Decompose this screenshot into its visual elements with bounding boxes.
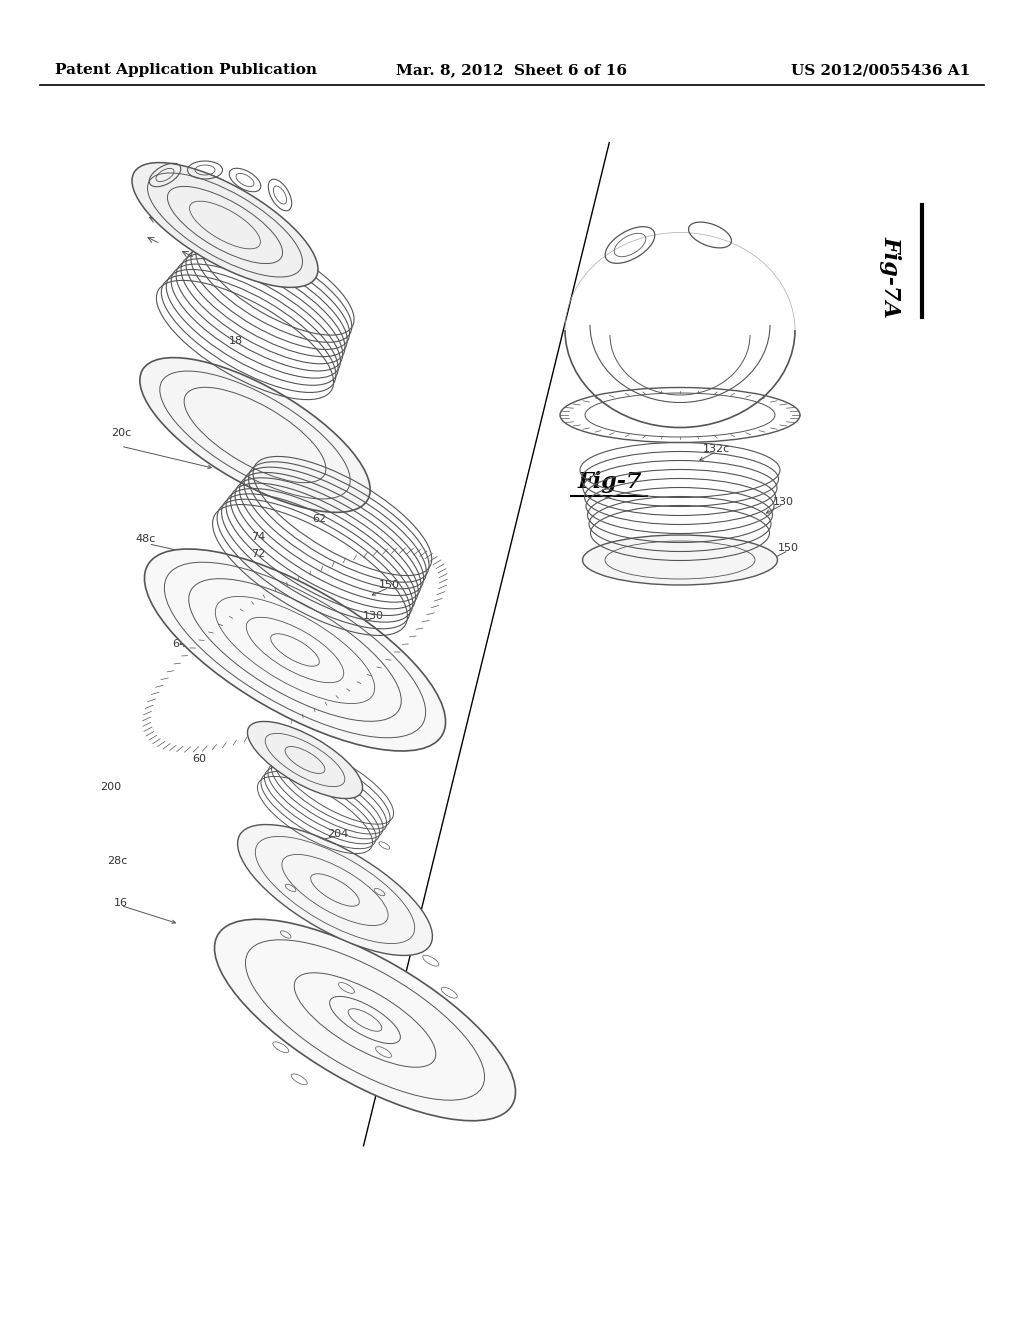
Text: 200: 200 — [100, 781, 121, 792]
Text: 20c: 20c — [111, 428, 131, 438]
Ellipse shape — [214, 919, 515, 1121]
Text: 62: 62 — [312, 513, 327, 524]
Text: 18: 18 — [228, 335, 243, 346]
Text: 28c: 28c — [108, 855, 128, 866]
Text: 130: 130 — [364, 611, 384, 622]
Text: 64: 64 — [172, 639, 186, 649]
Text: 130: 130 — [773, 496, 794, 507]
Text: 80c: 80c — [264, 948, 285, 958]
Text: 132c: 132c — [310, 648, 337, 659]
Text: Mar. 8, 2012  Sheet 6 of 16: Mar. 8, 2012 Sheet 6 of 16 — [396, 63, 628, 77]
Text: Fig-7: Fig-7 — [578, 471, 641, 492]
Text: 132c: 132c — [703, 444, 730, 454]
Text: 68c: 68c — [251, 568, 271, 578]
Ellipse shape — [144, 549, 445, 751]
Text: 48c: 48c — [135, 533, 156, 544]
Text: Fig-7A: Fig-7A — [880, 236, 902, 318]
Ellipse shape — [583, 535, 777, 585]
Text: 204: 204 — [328, 829, 348, 840]
Text: 74: 74 — [251, 532, 265, 543]
Text: 202: 202 — [317, 887, 338, 898]
Text: 150: 150 — [379, 579, 399, 590]
Text: 60: 60 — [193, 754, 207, 764]
Text: Patent Application Publication: Patent Application Publication — [55, 63, 317, 77]
Ellipse shape — [132, 162, 318, 288]
Text: 210: 210 — [328, 857, 348, 867]
Ellipse shape — [248, 722, 362, 799]
Text: 150: 150 — [778, 543, 799, 553]
Text: 72: 72 — [251, 549, 265, 560]
Text: 16: 16 — [114, 898, 128, 908]
Ellipse shape — [140, 358, 370, 512]
Ellipse shape — [238, 825, 432, 956]
Text: US 2012/0055436 A1: US 2012/0055436 A1 — [791, 63, 970, 77]
